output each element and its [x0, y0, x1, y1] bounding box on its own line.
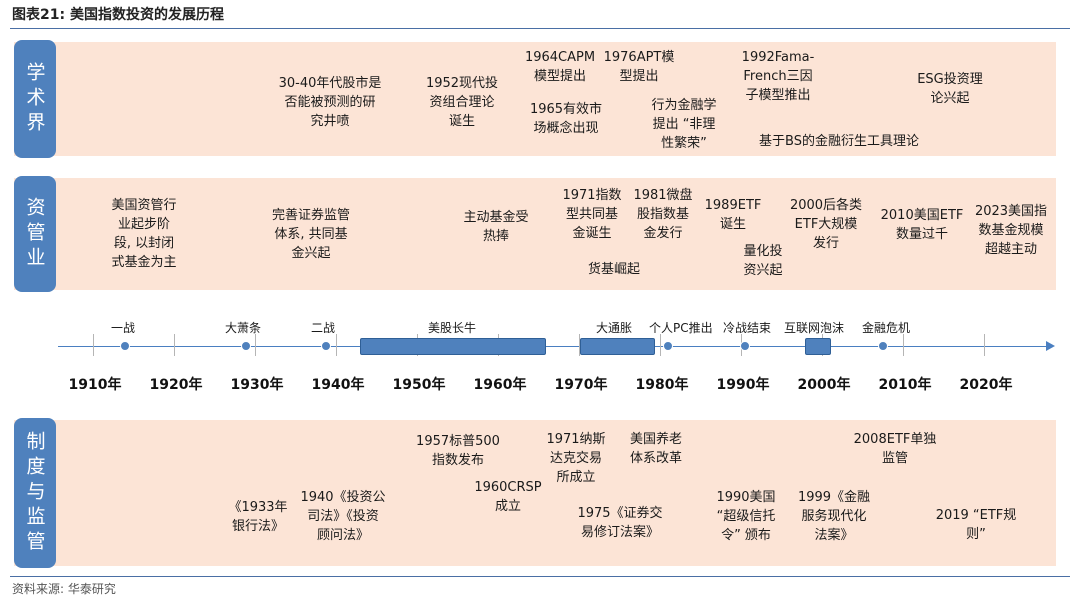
year-label: 1910年	[68, 377, 122, 393]
year-label: 2010年	[878, 377, 932, 393]
year-tick	[93, 334, 94, 356]
year-tick	[336, 334, 337, 356]
title-divider	[10, 28, 1070, 29]
event-label: 冷战结束	[723, 321, 772, 335]
year-label: 1950年	[392, 377, 446, 393]
year-label: 1920年	[149, 377, 203, 393]
event-label: 大萧条	[225, 321, 262, 335]
asset-mgmt-note: 美国资管行 业起步阶 段, 以封闭 式基金为主	[111, 198, 177, 270]
year-label: 1960年	[473, 377, 527, 393]
academia-note: 1976APT模 型提出	[603, 50, 675, 84]
year-label: 1980年	[635, 377, 689, 393]
asset-mgmt-note: 1971指数 型共同基 金诞生	[562, 188, 622, 241]
academia-note: 1965有效市 场概念出现	[529, 102, 603, 136]
asset-mgmt-note: 量化投 资兴起	[743, 244, 783, 278]
year-tick	[660, 334, 661, 356]
bottom-divider	[10, 576, 1070, 577]
year-label: 2000年	[797, 377, 851, 393]
academia-note: 1992Fama- French三因 子模型推出	[741, 50, 815, 103]
year-tick	[579, 334, 580, 356]
event-dot	[740, 341, 750, 351]
asset-mgmt-note: 1989ETF 诞生	[704, 198, 762, 232]
event-dot	[321, 341, 331, 351]
regulation-note: 1971纳斯 达克交易 所成立	[546, 432, 606, 485]
regulation-label: 制度与监管	[14, 418, 56, 568]
regulation-note: 2008ETF单独 监管	[853, 432, 937, 466]
year-label: 1990年	[716, 377, 770, 393]
period-bar-bull-market	[360, 338, 546, 355]
period-bar-dotcom-bubble	[805, 338, 831, 355]
asset-mgmt-note: 2000后各类 ETF大规模 发行	[789, 198, 863, 251]
academia-note: ESG投资理 论兴起	[917, 72, 983, 106]
regulation-band	[14, 420, 1056, 566]
asset-mgmt-note: 完善证券监管 体系, 共同基 金兴起	[271, 208, 350, 261]
regulation-note: 1940《投资公 司法》《投资 顾问法》	[300, 490, 386, 543]
year-label: 1940年	[311, 377, 365, 393]
year-tick	[903, 334, 904, 356]
event-dot	[120, 341, 130, 351]
asset-mgmt-note: 1981微盘 股指数基 金发行	[633, 188, 693, 241]
source-note: 资料来源: 华泰研究	[12, 582, 116, 596]
year-tick	[255, 334, 256, 356]
event-dot	[878, 341, 888, 351]
academia-band	[14, 42, 1056, 156]
regulation-note: 1960CRSP 成立	[474, 480, 542, 514]
academia-note: 1952现代投 资组合理论 诞生	[425, 76, 499, 129]
academia-label: 学术界	[14, 40, 56, 158]
regulation-note: 1957标普500 指数发布	[416, 434, 500, 468]
year-tick	[174, 334, 175, 356]
event-dot	[663, 341, 673, 351]
period-label: 大通胀	[596, 321, 633, 335]
year-tick	[984, 334, 985, 356]
event-label: 金融危机	[862, 321, 911, 335]
figure-title: 图表21: 美国指数投资的发展历程	[12, 7, 224, 23]
regulation-note: 2019 “ETF规 则”	[935, 508, 1017, 542]
year-label: 1930年	[230, 377, 284, 393]
academia-note: 基于BS的金融衍生工具理论	[759, 134, 919, 149]
academia-note: 行为金融学 提出 “非理 性繁荣”	[651, 98, 717, 151]
timeline-arrow	[1046, 341, 1055, 351]
academia-note: 1964CAPM 模型提出	[524, 50, 596, 84]
period-label: 互联网泡沫	[784, 321, 845, 335]
regulation-note: 1999《金融 服务现代化 法案》	[797, 490, 871, 543]
year-label: 2020年	[959, 377, 1013, 393]
year-label: 1970年	[554, 377, 608, 393]
timeline-axis	[58, 346, 1048, 347]
regulation-note: 美国养老 体系改革	[629, 432, 682, 466]
regulation-note: 1975《证券交 易修订法案》	[577, 506, 663, 540]
event-dot	[241, 341, 251, 351]
event-label: 二战	[311, 321, 336, 335]
regulation-note: 《1933年 银行法》	[228, 500, 288, 534]
asset-mgmt-label: 资管业	[14, 176, 56, 292]
event-label: 一战	[111, 321, 136, 335]
asset-mgmt-band	[14, 178, 1056, 290]
asset-mgmt-note: 货基崛起	[587, 262, 640, 277]
asset-mgmt-note: 主动基金受 热捧	[463, 210, 529, 244]
period-bar-great-inflation	[580, 338, 655, 355]
asset-mgmt-note: 2010美国ETF 数量过千	[880, 208, 964, 242]
period-label: 美股长牛	[428, 321, 477, 335]
asset-mgmt-note: 2023美国指 数基金规模 超越主动	[974, 204, 1048, 257]
regulation-note: 1990美国 “超级信托 令” 颁布	[716, 490, 776, 543]
event-label: 个人PC推出	[649, 321, 713, 335]
academia-note: 30-40年代股市是 否能被预测的研 究井喷	[278, 76, 382, 129]
